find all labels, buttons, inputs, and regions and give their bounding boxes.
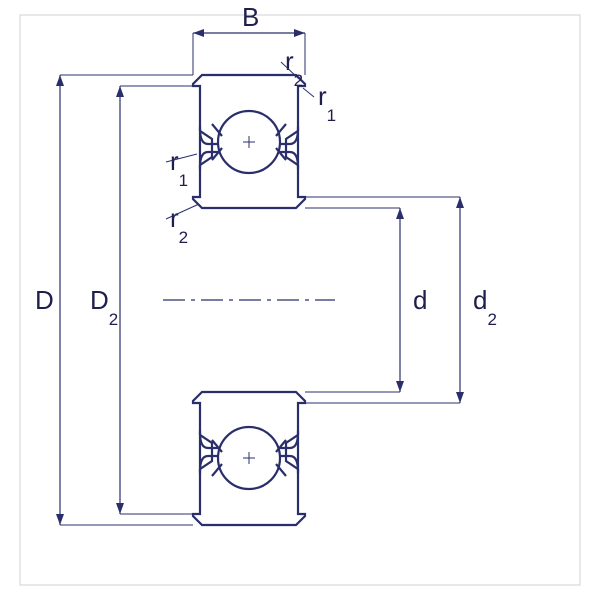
- svg-text:D2: D2: [90, 285, 118, 329]
- svg-text:r1: r1: [170, 146, 188, 190]
- svg-text:D: D: [35, 285, 54, 315]
- svg-text:d2: d2: [473, 285, 497, 329]
- svg-text:r2: r2: [170, 203, 188, 247]
- svg-text:r1: r1: [318, 81, 336, 125]
- svg-text:B: B: [242, 2, 259, 32]
- svg-text:d: d: [413, 285, 427, 315]
